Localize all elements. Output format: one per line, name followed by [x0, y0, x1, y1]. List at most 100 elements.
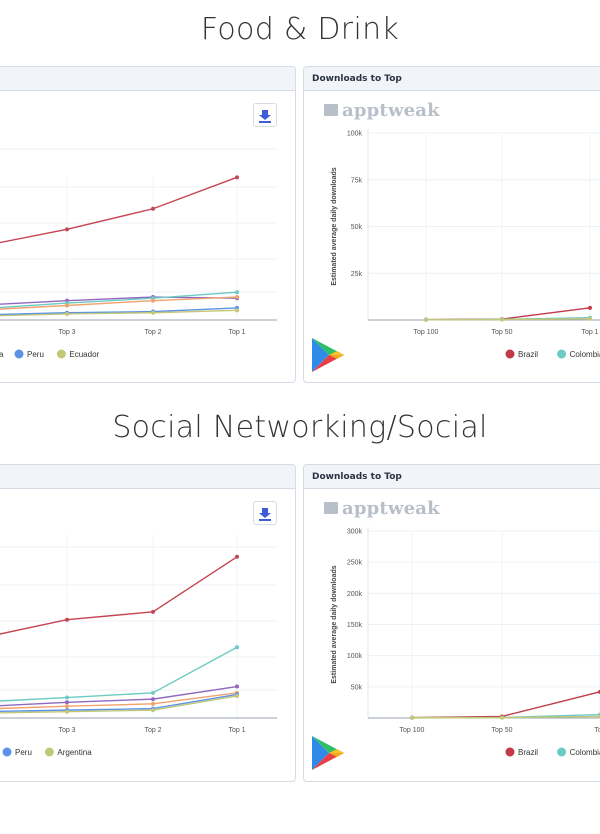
play-store-icon — [312, 338, 329, 372]
panel-header: Downloads to Top — [304, 465, 600, 489]
series-line — [0, 291, 238, 309]
y-tick-label: 150k — [347, 622, 363, 629]
series-line — [411, 691, 600, 719]
series-line — [0, 556, 238, 635]
panel-header — [0, 67, 295, 91]
y-tick-label: 200k — [347, 591, 363, 598]
data-point — [65, 617, 69, 622]
data-point — [235, 308, 239, 313]
legend-label: Colombia — [570, 748, 600, 757]
data-point — [151, 690, 155, 695]
y-tick-label: 25k — [351, 271, 363, 278]
x-tick-label: Top 100 — [414, 329, 439, 336]
x-tick-label: Top 2 — [144, 727, 161, 734]
data-point — [65, 695, 69, 700]
data-point — [235, 693, 239, 698]
data-point — [588, 305, 592, 310]
data-point — [151, 206, 155, 211]
x-tick-label: Top 50 — [491, 329, 512, 336]
x-tick-label: Top — [594, 727, 600, 734]
y-tick-label: 250k — [347, 560, 363, 567]
play-store-icon — [329, 355, 344, 359]
y-tick-label: 300k — [347, 529, 363, 536]
x-tick-label: Top 1 — [228, 329, 245, 336]
play-store-icon — [312, 338, 344, 355]
series-line — [0, 695, 238, 714]
legend-label: Brazil — [518, 748, 538, 757]
play-store-icon — [312, 736, 329, 770]
data-point — [65, 709, 69, 714]
legend-label: a — [0, 350, 4, 359]
y-tick-label: 100k — [347, 653, 363, 660]
legend-swatch — [557, 349, 567, 359]
legend-swatch — [14, 349, 24, 359]
data-point — [235, 290, 239, 295]
download-button[interactable] — [253, 501, 277, 525]
x-tick-label: Top 100 — [400, 727, 425, 734]
download-icon — [259, 508, 271, 521]
data-point — [151, 701, 155, 706]
series-line — [0, 296, 238, 305]
data-point — [65, 311, 69, 316]
data-point — [151, 708, 155, 713]
data-point — [65, 227, 69, 232]
data-point — [424, 317, 428, 322]
data-point — [151, 298, 155, 303]
play-store-icon — [329, 749, 344, 753]
legend-label: Brazil — [518, 350, 538, 359]
series-line — [0, 176, 238, 244]
panel-header: Downloads to Top — [304, 67, 600, 91]
play-store-icon — [312, 753, 344, 770]
download-icon — [259, 110, 271, 123]
y-tick-label: 100k — [347, 131, 363, 138]
chart-panel-left-bottom: Top 3 Top 2 Top 1 Peru Argentina — [0, 464, 296, 782]
apptweak-logo: apptweak — [324, 100, 440, 121]
chart-panel-right-bottom: Downloads to Top apptweak 50k 100k 150k 200… — [303, 464, 600, 782]
legend-label: Argentina — [57, 748, 92, 757]
data-point — [65, 303, 69, 308]
series-line — [0, 692, 238, 710]
play-store-icon — [329, 753, 344, 757]
data-point — [151, 310, 155, 315]
x-tick-label: Top 3 — [58, 727, 75, 734]
y-tick-label: 50k — [351, 224, 363, 231]
line-chart: 50k 100k 150k 200k 250k 300k Estimated average… — [312, 527, 600, 770]
data-point — [235, 684, 239, 689]
data-point — [65, 700, 69, 705]
x-tick-label: Top 2 — [144, 329, 161, 336]
section-title-social-networking: Social Networking/Social — [112, 410, 488, 445]
chart-logo-icon — [324, 502, 338, 514]
legend-swatch — [505, 747, 515, 757]
legend-swatch — [44, 747, 54, 757]
data-point — [235, 295, 239, 300]
legend-label: Colombia — [570, 350, 600, 359]
panel-header — [0, 465, 295, 489]
legend-label: Peru — [27, 350, 44, 359]
legend-swatch — [56, 349, 66, 359]
x-tick-label: Top 1 — [228, 727, 245, 734]
series-line — [0, 296, 238, 310]
data-point — [410, 715, 414, 720]
play-store-icon — [312, 736, 344, 753]
legend-swatch — [557, 747, 567, 757]
download-button[interactable] — [253, 103, 277, 127]
chart-logo-icon — [324, 104, 338, 116]
data-point — [235, 554, 239, 559]
series-line — [0, 693, 238, 712]
data-point — [588, 316, 592, 321]
line-chart: Top 3 Top 2 Top 1 a Peru Ecuador — [0, 148, 277, 359]
data-point — [151, 697, 155, 702]
x-tick-label: Top 3 — [58, 329, 75, 336]
data-point — [500, 715, 504, 720]
line-chart: Top 3 Top 2 Top 1 Peru Argentina — [0, 535, 277, 757]
data-point — [500, 317, 504, 322]
series-line — [0, 307, 238, 316]
y-axis-label: Estimated average daily downloads — [331, 167, 338, 285]
series-line — [0, 309, 238, 317]
data-point — [235, 645, 239, 650]
legend-swatch — [2, 747, 12, 757]
line-chart: 25k 50k 75k 100k Estimated average daily dow… — [312, 129, 600, 372]
legend-label: Ecuador — [69, 350, 99, 359]
legend-swatch — [505, 349, 515, 359]
y-axis-label: Estimated average daily downloads — [331, 565, 338, 683]
